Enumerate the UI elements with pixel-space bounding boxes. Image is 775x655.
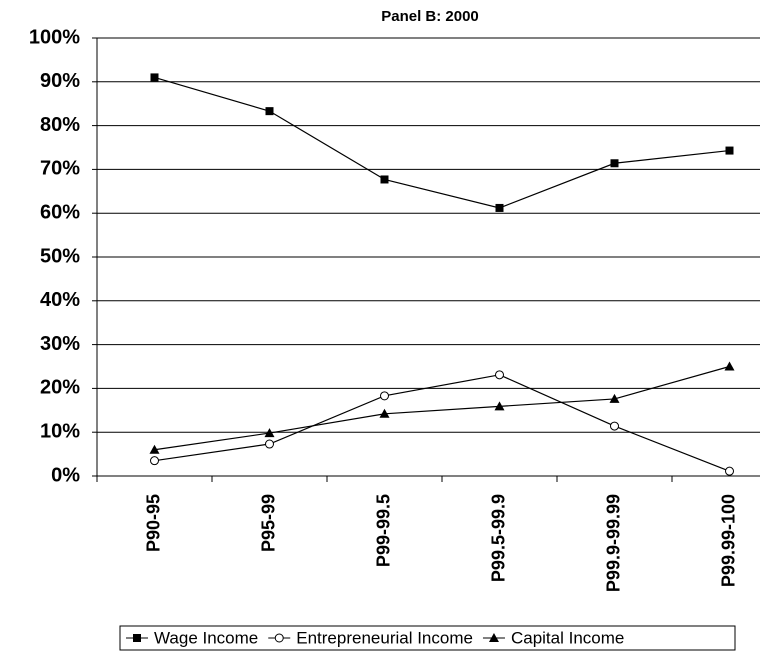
- point: [495, 203, 504, 212]
- legend-marker: [488, 633, 499, 642]
- x-tick-label: P95-99: [258, 494, 278, 552]
- chart-title: Panel B: 2000: [381, 8, 479, 25]
- series-line: [154, 374, 730, 472]
- x-tick-label: P90-95: [143, 494, 163, 552]
- legend-label: Wage Income: [154, 628, 258, 647]
- point: [725, 146, 734, 155]
- y-tick-label: 50%: [40, 245, 80, 267]
- x-tick-label: P99.9-99.99: [603, 494, 623, 592]
- y-tick-label: 90%: [40, 70, 80, 92]
- point: [149, 444, 160, 454]
- point: [264, 428, 275, 438]
- point: [725, 466, 734, 476]
- point: [265, 439, 274, 449]
- series-line: [154, 365, 730, 451]
- point: [265, 107, 274, 116]
- y-tick-label: 40%: [40, 289, 80, 311]
- point: [150, 73, 159, 82]
- point: [380, 175, 389, 184]
- y-tick-label: 20%: [40, 377, 80, 399]
- point: [379, 408, 390, 418]
- point: [380, 391, 389, 401]
- legend-marker: [274, 633, 284, 643]
- point: [494, 401, 505, 411]
- legend-marker: [133, 634, 141, 642]
- point: [609, 393, 620, 403]
- x-tick-label: P99.5-99.9: [488, 494, 508, 582]
- y-tick-label: 60%: [40, 201, 80, 223]
- legend-label: Capital Income: [511, 628, 624, 647]
- legend-box: [119, 625, 736, 651]
- y-tick-label: 70%: [40, 158, 80, 180]
- point: [724, 361, 735, 371]
- legend: Wage Income Entrepreneurial Income Capital…: [119, 625, 736, 651]
- point: [495, 370, 504, 380]
- x-tick-label: P99-99.5: [373, 494, 393, 567]
- y-tick-label: 100%: [29, 26, 80, 48]
- point: [610, 421, 619, 431]
- point: [610, 159, 619, 168]
- y-tick-label: 80%: [40, 114, 80, 136]
- y-tick-label: 10%: [40, 420, 80, 442]
- y-tick-label: 30%: [40, 333, 80, 355]
- series-line: [154, 76, 730, 209]
- legend-label: Entrepreneurial Income: [296, 628, 473, 647]
- point: [150, 456, 159, 466]
- y-tick-label: 0%: [51, 464, 80, 486]
- x-tick-label: P99.99-100: [718, 494, 738, 587]
